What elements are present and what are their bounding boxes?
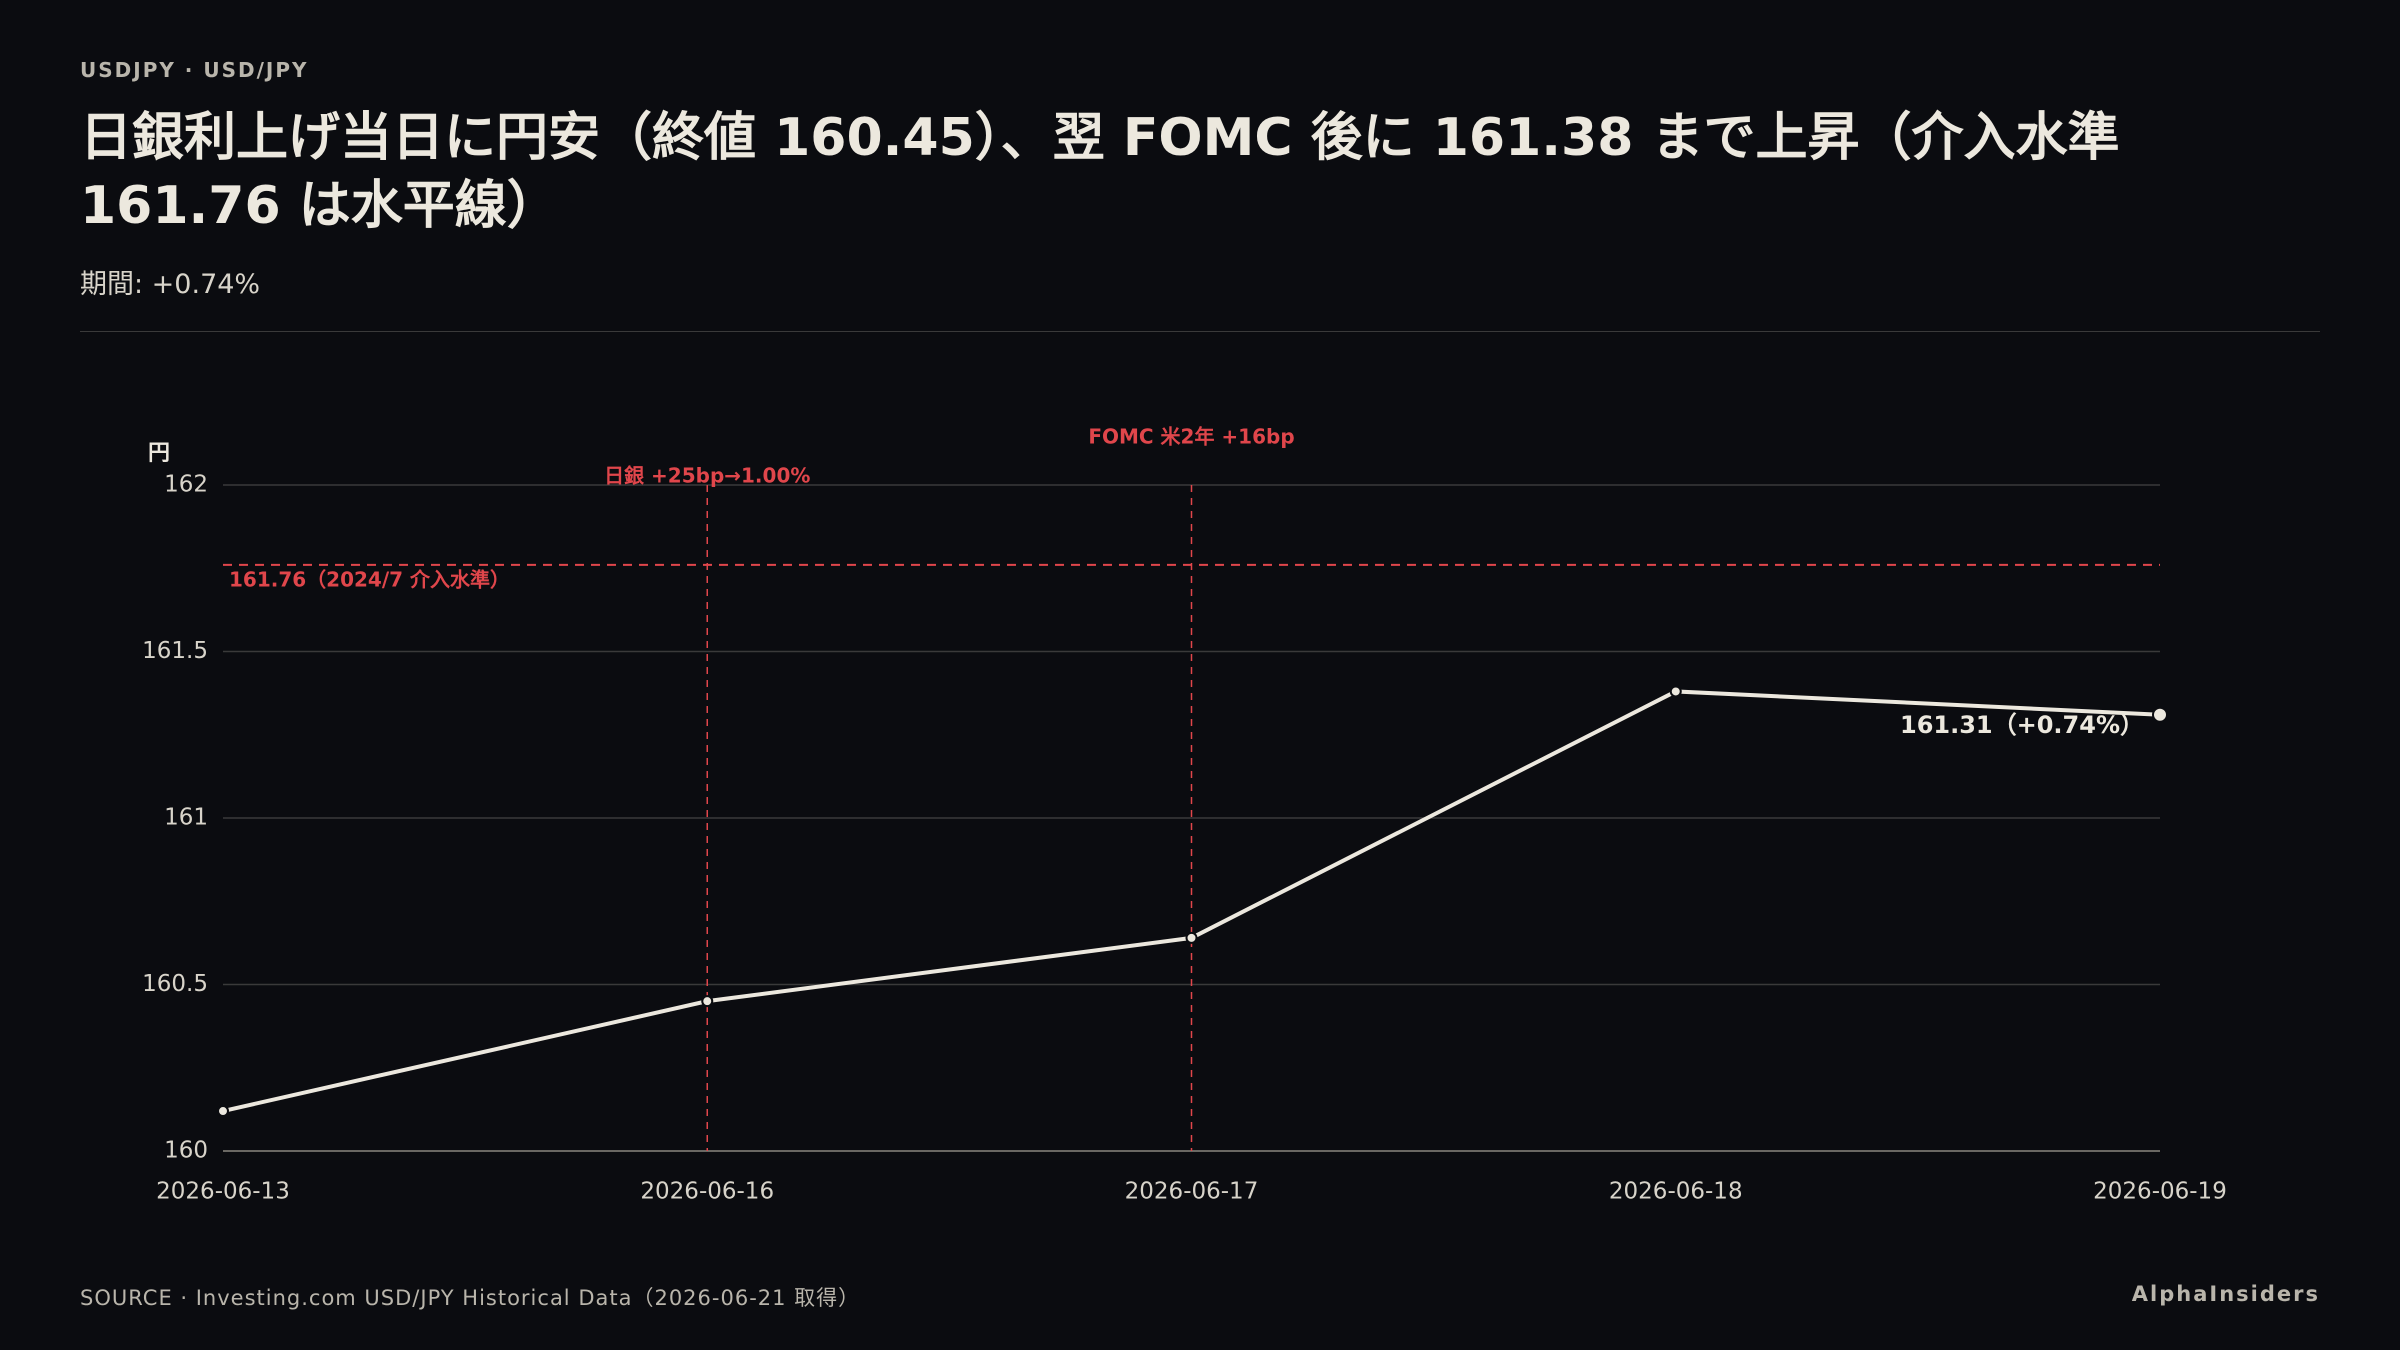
y-tick-label: 160: [164, 1138, 208, 1164]
event-label: FOMC 米2年 +16bp: [1088, 425, 1294, 449]
y-axis-label: 円: [148, 441, 170, 466]
data-point: [217, 1105, 229, 1118]
subtitle: 期間: +0.74%: [80, 269, 261, 300]
divider: [80, 331, 2320, 332]
reference-label: 161.76（2024/7 介入水準）: [229, 567, 510, 591]
y-tick-label: 160.5: [142, 971, 208, 997]
x-tick-label: 2026-06-18: [1609, 1179, 1743, 1205]
title: 日銀利上げ当日に円安（終値 160.45）、翌 FOMC 後に 161.38 ま…: [80, 108, 2120, 236]
x-tick-label: 2026-06-13: [156, 1179, 290, 1205]
data-point: [701, 995, 714, 1008]
x-tick-label: 2026-06-19: [2093, 1179, 2227, 1205]
brand: AlphaInsiders: [2131, 1282, 2320, 1306]
x-tick-label: 2026-06-17: [1125, 1179, 1259, 1205]
eyebrow: USDJPY · USD/JPY: [80, 58, 309, 82]
data-point: [2152, 706, 2168, 723]
data-point: [1185, 931, 1198, 944]
source: SOURCE · Investing.com USD/JPY Historica…: [80, 1286, 861, 1310]
y-tick-label: 161: [164, 805, 208, 831]
y-tick-label: 162: [164, 472, 208, 498]
value-label: 161.31（+0.74%）: [1900, 711, 2144, 739]
event-label: 日銀 +25bp→1.00%: [604, 464, 810, 488]
y-tick-label: 161.5: [142, 638, 208, 664]
data-point: [1669, 685, 1682, 698]
x-tick-label: 2026-06-16: [640, 1179, 774, 1205]
